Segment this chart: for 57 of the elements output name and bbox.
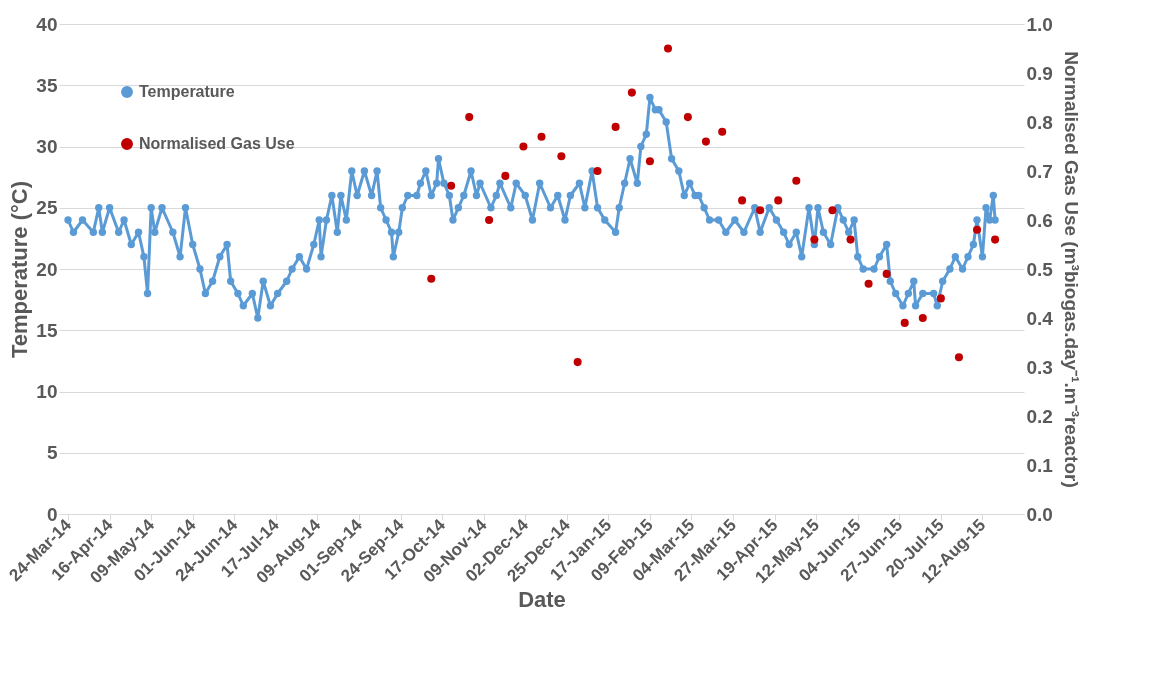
point (627, 88, 636, 97)
point (683, 113, 692, 122)
y-tick-label: 5 (46, 442, 58, 464)
point (557, 152, 566, 161)
point (936, 294, 945, 303)
point (519, 142, 528, 151)
point (611, 122, 620, 131)
point (846, 235, 855, 244)
point (485, 215, 494, 225)
point (918, 313, 927, 323)
point (593, 166, 602, 176)
point (828, 206, 837, 215)
y2-tick-label: 0.4 (1026, 307, 1054, 329)
point (537, 132, 546, 141)
y2-tick-label: 1.0 (1026, 13, 1053, 35)
y2-tick-label: 0.7 (1026, 160, 1053, 182)
y2-tick-label: 0.2 (1026, 405, 1053, 427)
point (991, 235, 1000, 244)
point (573, 358, 582, 367)
y2-tick-label: 0.9 (1026, 62, 1053, 84)
y2-tick-label: 0.0 (1026, 503, 1053, 525)
y-tick-label: 20 (36, 258, 58, 280)
y2-tick-label: 0.3 (1026, 356, 1053, 378)
point (718, 127, 727, 136)
point (864, 279, 873, 288)
point (900, 318, 909, 327)
point (701, 137, 710, 146)
legend-label: Normalised Gas Use (139, 135, 295, 152)
point (792, 176, 801, 185)
y-tick-label: 0 (46, 503, 58, 525)
y-tick-label: 15 (36, 319, 58, 341)
y-tick-label: 10 (36, 381, 58, 402)
point (954, 353, 963, 362)
x-axis-title: Date (518, 587, 566, 613)
y2-tick-label: 0.6 (1026, 209, 1053, 231)
y2-tick-label: 0.8 (1026, 111, 1053, 133)
point (810, 235, 819, 244)
y-axis-title: Temperature (°C) (7, 180, 33, 359)
y-tick-label: 30 (36, 136, 58, 157)
point (645, 157, 654, 166)
point (427, 274, 436, 283)
point (774, 196, 783, 205)
point (972, 225, 982, 234)
y-tick-label: 25 (36, 197, 58, 219)
legend-label: Temperature (139, 83, 235, 100)
y2-tick-label: 0.1 (1026, 454, 1054, 476)
point (663, 44, 673, 53)
point (447, 181, 456, 190)
point (738, 196, 747, 205)
point (501, 171, 510, 180)
point (756, 206, 765, 215)
point (882, 269, 891, 278)
y-tick-label: 35 (36, 74, 58, 96)
y-tick-label: 40 (36, 13, 58, 35)
point (465, 113, 474, 122)
y2-tick-label: 0.5 (1026, 258, 1054, 280)
y2-axis-title: Normalised Gas Use (m³biogas.day⁻¹.m⁻³reactor) (1060, 51, 1082, 488)
